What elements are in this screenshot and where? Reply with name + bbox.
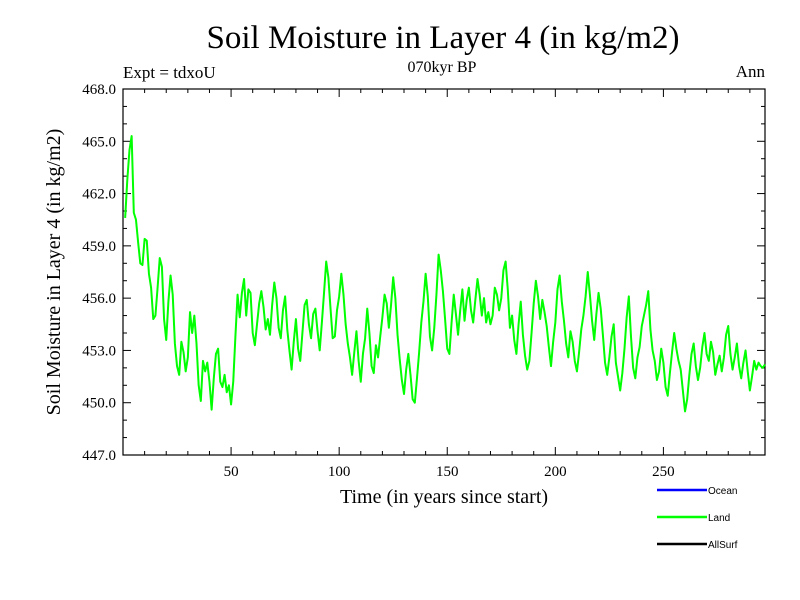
legend: Ocean Land AllSurf bbox=[657, 486, 738, 551]
y-tick-label: 447.0 bbox=[82, 448, 116, 464]
x-tick-label: 200 bbox=[544, 464, 567, 480]
legend-label-allsurf: AllSurf bbox=[708, 540, 738, 551]
y-tick-label: 456.0 bbox=[82, 291, 116, 307]
y-tick-label: 465.0 bbox=[82, 134, 116, 150]
x-axis-label: Time (in years since start) bbox=[340, 486, 548, 508]
y-axis: 447.0 450.0 453.0 456.0 459.0 462.0 465.0 468.0 bbox=[82, 82, 765, 464]
series-layer bbox=[124, 135, 766, 413]
y-tick-label: 462.0 bbox=[82, 187, 116, 203]
season-label: Ann bbox=[736, 62, 766, 81]
legend-label-land: Land bbox=[708, 513, 730, 524]
chart-title: Soil Moisture in Layer 4 (in kg/m2) bbox=[207, 20, 680, 56]
y-axis-label: Soil Moisture in Layer 4 (in kg/m2) bbox=[43, 129, 65, 416]
x-tick-label: 250 bbox=[652, 464, 675, 480]
x-axis: 50 100 150 200 250 bbox=[144, 89, 751, 480]
x-tick-label: 150 bbox=[436, 464, 459, 480]
series-line-land bbox=[124, 135, 766, 413]
x-tick-label: 50 bbox=[224, 464, 239, 480]
y-tick-label: 459.0 bbox=[82, 239, 116, 255]
y-tick-label: 450.0 bbox=[82, 396, 116, 412]
experiment-label: Expt = tdxoU bbox=[123, 63, 216, 82]
y-tick-label: 453.0 bbox=[82, 343, 116, 359]
plot-frame bbox=[122, 88, 766, 456]
chart-subtitle: 070kyr BP bbox=[408, 59, 477, 76]
x-tick-label: 100 bbox=[328, 464, 351, 480]
y-tick-label: 468.0 bbox=[82, 82, 116, 98]
legend-label-ocean: Ocean bbox=[708, 486, 737, 497]
